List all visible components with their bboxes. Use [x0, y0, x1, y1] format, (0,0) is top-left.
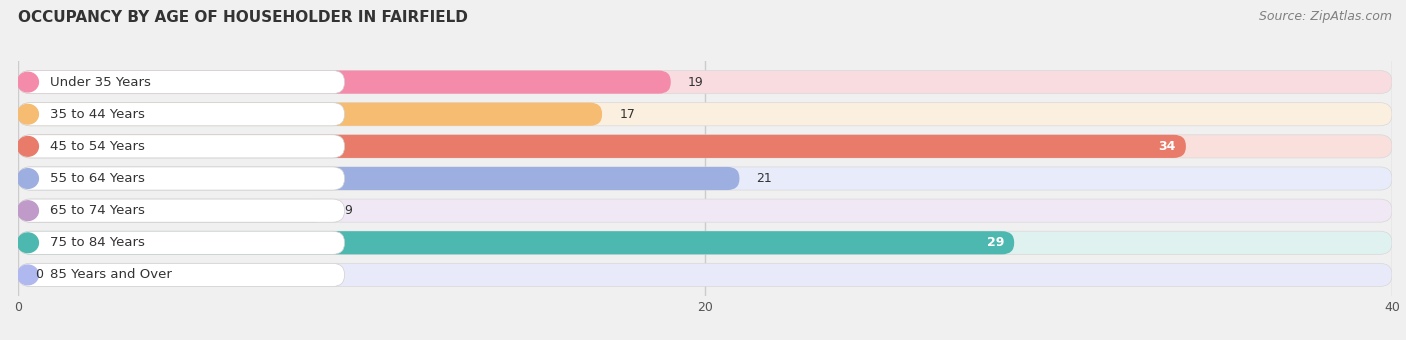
Text: 29: 29 [987, 236, 1004, 249]
Text: Source: ZipAtlas.com: Source: ZipAtlas.com [1258, 10, 1392, 23]
FancyBboxPatch shape [18, 103, 1392, 126]
FancyBboxPatch shape [18, 199, 344, 222]
Text: 55 to 64 Years: 55 to 64 Years [51, 172, 145, 185]
Text: 65 to 74 Years: 65 to 74 Years [51, 204, 145, 217]
FancyBboxPatch shape [18, 264, 344, 287]
Circle shape [17, 201, 38, 220]
FancyBboxPatch shape [18, 135, 1392, 158]
Circle shape [17, 265, 38, 285]
FancyBboxPatch shape [18, 199, 1392, 222]
Text: 9: 9 [344, 204, 353, 217]
FancyBboxPatch shape [18, 70, 344, 94]
FancyBboxPatch shape [18, 135, 1185, 158]
FancyBboxPatch shape [18, 231, 1014, 254]
Text: 75 to 84 Years: 75 to 84 Years [51, 236, 145, 249]
Text: 17: 17 [619, 108, 636, 121]
Circle shape [17, 72, 38, 92]
Text: 19: 19 [688, 75, 703, 89]
Text: 45 to 54 Years: 45 to 54 Years [51, 140, 145, 153]
Circle shape [17, 137, 38, 156]
Circle shape [17, 169, 38, 188]
Circle shape [17, 233, 38, 253]
FancyBboxPatch shape [18, 199, 328, 222]
FancyBboxPatch shape [18, 167, 1392, 190]
FancyBboxPatch shape [18, 70, 1392, 94]
FancyBboxPatch shape [18, 103, 344, 126]
FancyBboxPatch shape [18, 103, 602, 126]
Text: OCCUPANCY BY AGE OF HOUSEHOLDER IN FAIRFIELD: OCCUPANCY BY AGE OF HOUSEHOLDER IN FAIRF… [18, 10, 468, 25]
FancyBboxPatch shape [18, 264, 1392, 287]
FancyBboxPatch shape [18, 231, 1392, 254]
Text: 85 Years and Over: 85 Years and Over [51, 268, 172, 282]
Text: 34: 34 [1159, 140, 1175, 153]
FancyBboxPatch shape [18, 167, 344, 190]
FancyBboxPatch shape [18, 231, 344, 254]
Text: 21: 21 [756, 172, 772, 185]
FancyBboxPatch shape [18, 70, 671, 94]
FancyBboxPatch shape [18, 135, 344, 158]
Text: Under 35 Years: Under 35 Years [51, 75, 150, 89]
Circle shape [17, 104, 38, 124]
Text: 0: 0 [35, 268, 44, 282]
Text: 35 to 44 Years: 35 to 44 Years [51, 108, 145, 121]
FancyBboxPatch shape [18, 167, 740, 190]
